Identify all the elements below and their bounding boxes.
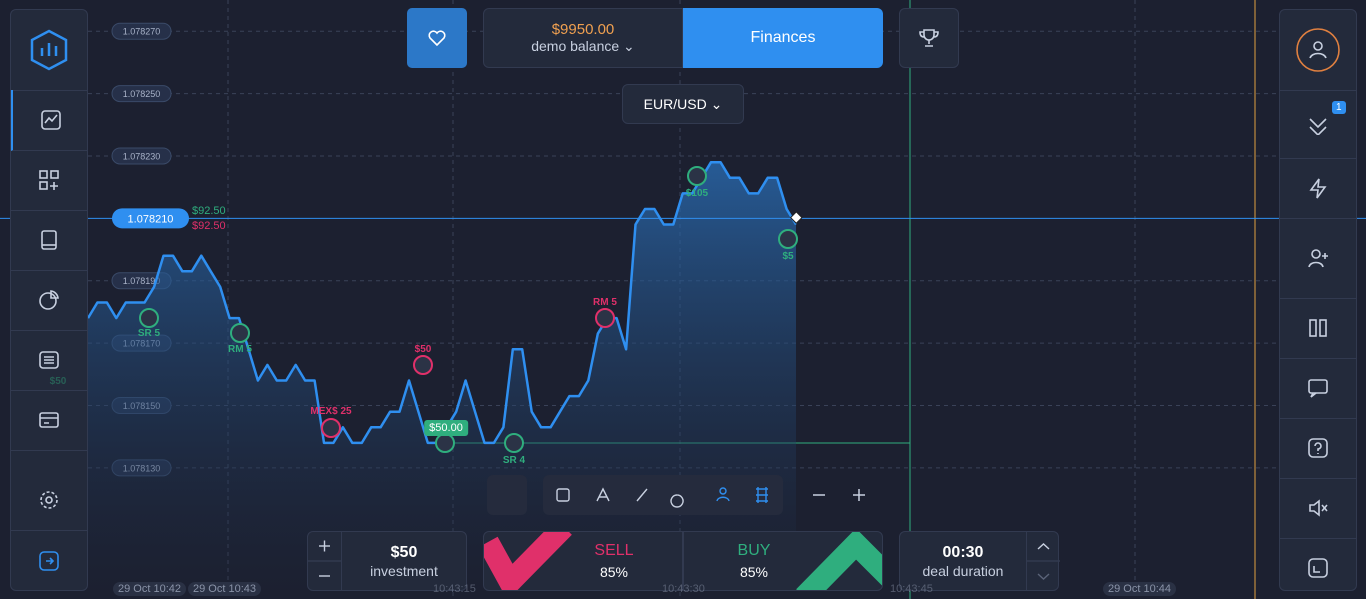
trade-marker bbox=[230, 323, 250, 343]
duration-adjust[interactable] bbox=[1026, 532, 1060, 590]
fullscreen[interactable] bbox=[1280, 538, 1356, 590]
duration-value: 00:30 bbox=[942, 544, 984, 561]
balance-type: demo balance bbox=[531, 38, 620, 54]
payout-up: $92.50 bbox=[192, 205, 226, 217]
pair: EUR/USD bbox=[643, 96, 707, 112]
expand[interactable] bbox=[11, 530, 87, 590]
signals[interactable] bbox=[1280, 158, 1356, 219]
tick-pill bbox=[111, 22, 172, 40]
balance: $9950.00 bbox=[551, 21, 615, 38]
drawing-tools[interactable] bbox=[543, 475, 783, 515]
trade-marker bbox=[435, 433, 455, 453]
y-tick-label: 1.078250 bbox=[123, 89, 161, 99]
investment-adjust[interactable] bbox=[308, 532, 342, 590]
chat[interactable] bbox=[1280, 358, 1356, 419]
tick-pill bbox=[111, 147, 172, 165]
investment-label: investment bbox=[370, 563, 438, 579]
balance-label: demo balance ⌄ bbox=[531, 38, 635, 54]
trades-toggle[interactable]: 1 bbox=[1280, 90, 1356, 159]
nav-analytics[interactable] bbox=[11, 270, 87, 331]
time-label: 29 Oct 10:44 bbox=[1103, 582, 1176, 596]
trade-marker bbox=[413, 355, 433, 375]
profile[interactable] bbox=[1280, 10, 1356, 91]
zoom-controls[interactable] bbox=[810, 486, 870, 504]
pair-selector[interactable]: EUR/USD ⌄ bbox=[622, 84, 744, 124]
time-label: 29 Oct 10:42 bbox=[113, 582, 186, 596]
invite[interactable] bbox=[1280, 218, 1356, 299]
favorites-button[interactable] bbox=[407, 8, 467, 68]
payout-down: $92.50 bbox=[192, 220, 226, 232]
trade-marker bbox=[778, 229, 798, 249]
trade-marker bbox=[687, 166, 707, 186]
logo[interactable] bbox=[11, 10, 87, 91]
time-label: 29 Oct 10:43 bbox=[188, 582, 261, 596]
trade-marker bbox=[139, 308, 159, 328]
help[interactable] bbox=[1280, 418, 1356, 479]
current-price-label: 1.078210 bbox=[128, 213, 174, 225]
trade-marker bbox=[504, 433, 524, 453]
nav-apps[interactable] bbox=[11, 150, 87, 211]
y-tick-label: 1.078270 bbox=[123, 27, 161, 37]
sell-button[interactable]: SELL 85% bbox=[483, 531, 683, 591]
layout[interactable] bbox=[1280, 298, 1356, 359]
sell-label: SELL bbox=[594, 542, 634, 559]
trade-tag: MEX$ 25 bbox=[310, 406, 352, 417]
trade-tag: $5 bbox=[782, 251, 794, 262]
buy-button[interactable]: BUY 85% bbox=[683, 531, 883, 591]
trade-tag: RM 5 bbox=[228, 344, 252, 355]
right-sidebar: 1 bbox=[1279, 9, 1357, 591]
finances-button[interactable]: Finances bbox=[683, 8, 883, 68]
buy-label: BUY bbox=[737, 542, 771, 559]
trade-amount: $50.00 bbox=[424, 420, 468, 436]
sell-percent: 85% bbox=[599, 564, 629, 580]
buy-percent: 85% bbox=[739, 564, 769, 580]
trade-marker bbox=[321, 418, 341, 438]
trade-tag: SR 5 bbox=[137, 328, 161, 339]
time-label: 10:43:30 bbox=[662, 583, 705, 595]
trade-tag: RM 5 bbox=[593, 297, 617, 308]
time-label: 10:43:15 bbox=[433, 583, 476, 595]
trade-marker bbox=[595, 308, 615, 328]
tool-indicators[interactable] bbox=[487, 475, 527, 515]
tournaments-button[interactable] bbox=[899, 8, 959, 68]
balance-box[interactable]: $9950.00 demo balance ⌄ bbox=[483, 8, 683, 68]
time-label: 10:43:45 bbox=[890, 583, 933, 595]
trade-tag: $50 bbox=[414, 344, 432, 355]
notification-badge: 1 bbox=[1332, 101, 1346, 114]
nav-trade[interactable] bbox=[11, 90, 87, 151]
trade-tag: $105 bbox=[685, 188, 709, 199]
duration-label: deal duration bbox=[922, 563, 1004, 579]
nav-payments[interactable] bbox=[11, 390, 87, 451]
current-point bbox=[789, 211, 803, 224]
nav-learn[interactable] bbox=[11, 210, 87, 271]
current-price-pill bbox=[112, 208, 189, 229]
investment-box: $50 investment bbox=[307, 531, 467, 591]
nav-history[interactable] bbox=[11, 330, 87, 391]
left-sidebar bbox=[10, 9, 88, 591]
trade-tag: SR 4 bbox=[502, 455, 526, 466]
nav-settings[interactable] bbox=[11, 470, 87, 530]
trade-tag: $50 bbox=[49, 376, 67, 387]
y-tick-label: 1.078230 bbox=[123, 151, 161, 161]
tick-pill bbox=[111, 85, 172, 103]
duration-box: 00:30 deal duration bbox=[899, 531, 1060, 591]
investment-value: $50 bbox=[390, 544, 418, 561]
sound[interactable] bbox=[1280, 478, 1356, 539]
y-tick-label: 1.078190 bbox=[123, 276, 161, 286]
